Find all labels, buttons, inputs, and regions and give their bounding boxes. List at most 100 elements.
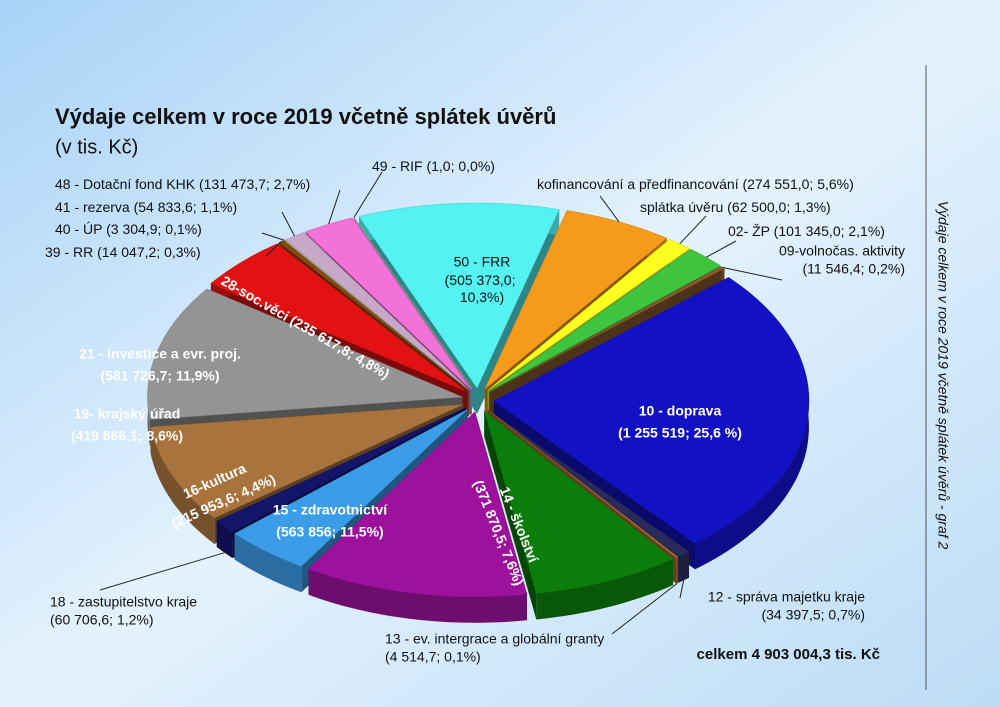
category-label: 40 - ÚP bbox=[55, 221, 102, 237]
slice bbox=[358, 202, 560, 389]
leader-line bbox=[679, 580, 685, 599]
data-label: 21 - investice a evr. proj. (581 726,7; 1… bbox=[79, 346, 241, 384]
value-label: (419 866,1; 8,6%) bbox=[71, 428, 183, 444]
slice bbox=[484, 210, 668, 390]
data-label: 09-volnočas. aktivity (11 546,4; 0,2%) bbox=[779, 243, 905, 277]
label-text: 41 - rezerva (54 833,6; 1,1%) bbox=[55, 199, 237, 215]
value-label: (1,0; 0,0%) bbox=[426, 158, 494, 174]
labels: 50 - FRR (505 373,0; 10,3%) kofinancování … bbox=[45, 158, 905, 665]
slice bbox=[216, 407, 466, 533]
leader-line bbox=[265, 241, 282, 257]
value-label: (581 726,7; 11,9%) bbox=[100, 368, 219, 384]
slice bbox=[493, 277, 810, 544]
data-label: kofinancování a předfinancování (274 551… bbox=[537, 176, 854, 192]
leader-line bbox=[679, 215, 707, 245]
side-label: Výdaje celkem v roce 2019 včetně splátek… bbox=[935, 201, 951, 550]
leader-line bbox=[328, 189, 341, 225]
data-label: 10 - doprava (1 255 519; 25,6 %) bbox=[618, 403, 742, 441]
slice-wall bbox=[308, 568, 527, 623]
data-label: 39 - RR (14 047,2; 0,3%) bbox=[45, 244, 201, 260]
label-text: 39 - RR (14 047,2; 0,3%) bbox=[45, 244, 201, 260]
value-label: (131 473,7; 2,7%) bbox=[199, 176, 310, 192]
value-label: (3 304,9; 0,1%) bbox=[106, 221, 202, 237]
value-label: (11 546,4; 0,2%) bbox=[803, 261, 905, 277]
slice-wall bbox=[150, 427, 215, 544]
data-label: 50 - FRR (505 373,0; 10,3%) bbox=[445, 254, 520, 305]
leader-line bbox=[261, 232, 285, 241]
label-text: splátka úvěru (62 500,0; 1,3%) bbox=[640, 199, 831, 215]
slice-side bbox=[484, 411, 537, 620]
data-label: 40 - ÚP (3 304,9; 0,1%) bbox=[55, 221, 202, 237]
slice-wall bbox=[234, 533, 302, 593]
value-label: (274 551,0; 5,6%) bbox=[742, 176, 853, 192]
slice bbox=[487, 409, 679, 558]
category-label: 19- krajský úřad bbox=[74, 406, 181, 422]
slice-wall bbox=[676, 557, 678, 584]
value-label: (563 856; 11,5%) bbox=[276, 524, 383, 540]
slice bbox=[308, 411, 528, 598]
label-text: 48 - Dotační fond KHK (131 473,7; 2,7%) bbox=[55, 176, 310, 192]
category-label: 15 - zdravotnictví bbox=[273, 502, 388, 518]
category-label: 18 - zastupitelstvo kraje bbox=[50, 594, 197, 610]
value-label: (1 255 519; 25,6 %) bbox=[618, 425, 742, 441]
slice bbox=[305, 217, 471, 390]
category-label: 49 - RIF bbox=[372, 158, 423, 174]
data-label: 41 - rezerva (54 833,6; 1,1%) bbox=[55, 199, 237, 215]
label-text: 49 - RIF (1,0; 0,0%) bbox=[372, 158, 495, 174]
slice bbox=[308, 411, 528, 623]
total-label: celkem 4 903 004,3 tis. Kč bbox=[697, 646, 880, 663]
slice bbox=[284, 232, 470, 391]
category-label: 09-volnočas. aktivity bbox=[779, 243, 905, 259]
leader-line bbox=[281, 211, 295, 237]
data-label: 48 - Dotační fond KHK (131 473,7; 2,7%) bbox=[55, 176, 310, 192]
chart-title: Výdaje celkem v roce 2019 včetně splátek… bbox=[55, 104, 556, 129]
category-label: 02- ŽP bbox=[728, 223, 770, 239]
data-label: 19- krajský úřad (419 866,1; 8,6%) bbox=[71, 406, 183, 444]
slice-wall bbox=[695, 277, 809, 570]
data-label: 13 - ev. intergrace a globální granty (4 … bbox=[385, 631, 604, 665]
slice bbox=[150, 404, 464, 519]
data-label: 02- ŽP (101 345,0; 2,1%) bbox=[728, 223, 885, 239]
slice-wall bbox=[536, 559, 674, 620]
chart-subtitle: (v tis. Kč) bbox=[55, 136, 138, 158]
data-label: 12 - správa majetku kraje (34 397,5; 0,7%… bbox=[708, 589, 865, 623]
category-label: 50 - FRR bbox=[454, 254, 511, 270]
value-label: (54 833,6; 1,1%) bbox=[134, 199, 238, 215]
value-label: (505 373,0; 10,3%) bbox=[445, 272, 520, 305]
label-text: 40 - ÚP (3 304,9; 0,1%) bbox=[55, 221, 202, 237]
data-label: 15 - zdravotnictví (563 856; 11,5%) bbox=[273, 502, 388, 540]
label-text: 02- ŽP (101 345,0; 2,1%) bbox=[728, 223, 885, 239]
category-label: 10 - doprava bbox=[639, 403, 722, 419]
leader-line bbox=[599, 195, 620, 223]
value-label: (62 500,0; 1,3%) bbox=[727, 199, 831, 215]
value-label: (4 514,7; 0,1%) bbox=[385, 649, 481, 665]
category-label: 39 - RR bbox=[45, 244, 93, 260]
category-label: 13 - ev. intergrace a globální granty bbox=[385, 631, 604, 647]
slice-wall bbox=[216, 521, 233, 559]
value-label: (60 706,6; 1,2%) bbox=[50, 612, 154, 628]
slice bbox=[483, 410, 674, 594]
slice-wall bbox=[678, 551, 690, 583]
slice bbox=[487, 409, 690, 558]
category-label: splátka úvěru bbox=[640, 199, 723, 215]
data-label: splátka úvěru (62 500,0; 1,3%) bbox=[640, 199, 831, 215]
category-label: 41 - rezerva bbox=[55, 199, 130, 215]
category-label: 21 - investice a evr. proj. bbox=[79, 346, 241, 362]
value-label: (34 397,5; 0,7%) bbox=[761, 607, 865, 623]
category-label: kofinancování a předfinancování bbox=[537, 176, 739, 192]
slice bbox=[147, 288, 463, 420]
pie bbox=[147, 202, 810, 623]
slice bbox=[487, 239, 691, 391]
data-label: 49 - RIF (1,0; 0,0%) bbox=[372, 158, 495, 174]
slice bbox=[210, 243, 467, 392]
label-text: kofinancování a předfinancování (274 551… bbox=[537, 176, 854, 192]
value-label: (101 345,0; 2,1%) bbox=[774, 223, 885, 239]
category-label: 48 - Dotační fond KHK bbox=[55, 176, 196, 192]
leader-line bbox=[722, 266, 783, 281]
leader-line bbox=[611, 582, 678, 635]
leader-line bbox=[705, 240, 737, 258]
leader-line bbox=[353, 171, 383, 218]
value-label: (14 047,2; 0,3%) bbox=[97, 244, 201, 260]
slice bbox=[278, 240, 469, 391]
